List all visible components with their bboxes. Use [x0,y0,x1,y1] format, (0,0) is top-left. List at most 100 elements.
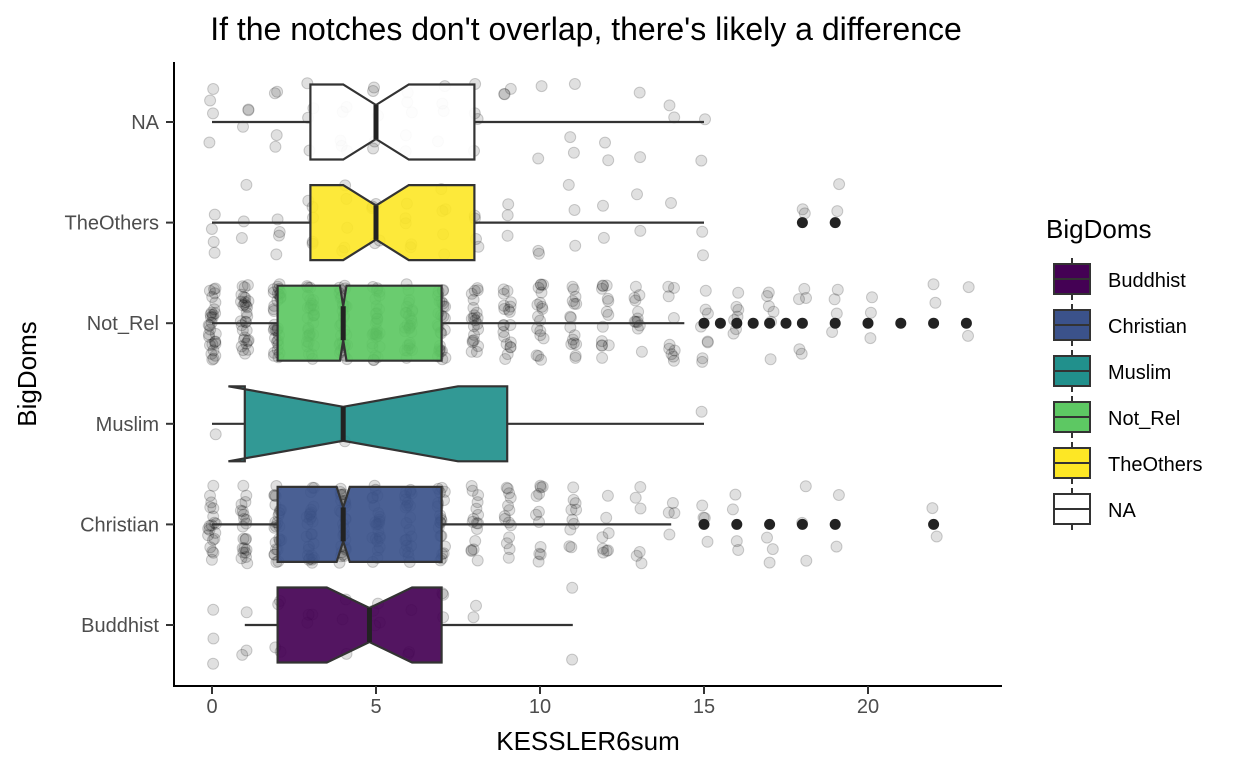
jitter-point [503,487,516,500]
jitter-point [535,278,547,291]
jitter-point [866,291,878,304]
jitter-point [533,516,545,528]
jitter-point [564,523,577,536]
legend-item-na: NA [1053,488,1136,530]
jitter-point [207,83,220,95]
box-body [276,485,443,563]
jitter-point [240,306,253,319]
jitter-point [597,199,609,212]
jitter-point [600,511,613,524]
jitter-point [209,349,222,362]
jitter-point [237,299,250,312]
jitter-point [663,338,676,351]
jitter-point [632,305,645,318]
jitter-point [204,541,217,554]
jitter-point [569,290,582,303]
jitter-point [569,239,582,252]
box-buddhist [244,586,573,664]
jitter-point [470,502,483,515]
jitter-point [270,129,283,142]
y-axis-ticks: Buddhist Christian Muslim Not_Rel TheOthers N… [65,112,174,637]
jitter-point [567,283,580,296]
jitter-point [761,531,773,544]
jitter-point [602,295,615,307]
x-tick-label: 0 [206,696,217,718]
jitter-point [239,546,252,559]
jitter-point [203,136,216,149]
jitter-point [240,644,253,657]
jitter-point [208,287,221,300]
jitter-point [667,312,680,324]
jitter-point [533,547,546,560]
jitter-point [798,282,811,295]
jitter-point [235,552,248,565]
jitter-point [471,496,484,509]
jitter-point [668,344,681,357]
jitter-point [240,543,253,556]
outlier-point [731,518,743,530]
jitter-point [730,535,743,548]
jitter-point [239,533,252,546]
jitter-point [695,405,708,418]
legend-label: Christian [1108,316,1187,338]
jitter-point [600,305,613,318]
jitter-point [732,544,745,556]
jitter-point [568,204,581,216]
outlier-point [829,317,841,329]
jitter-point [699,113,711,126]
outlier-point [747,317,759,329]
jitter-point [472,489,485,502]
jitter-point [532,350,545,362]
jitter-point [663,342,676,355]
jitter-point [237,546,250,559]
jitter-point [663,99,676,112]
jitter-point [468,284,481,297]
jitter-point [793,343,806,356]
jitter-point [662,290,675,303]
box-muslim [212,385,704,463]
jitter-point [832,489,845,501]
jitter-point [537,332,550,345]
jitter-point [498,303,511,315]
jitter-point [696,499,709,512]
jitter-point [570,338,583,351]
jitter-point [240,324,253,337]
jitter-point [532,505,545,518]
jitter-point [962,329,974,342]
box-na [212,83,704,161]
jitter-point [465,287,478,300]
jitter-point [927,278,940,291]
jitter-point [667,354,680,367]
jitter-point [762,300,775,313]
jitter-point [497,326,510,338]
jitter-point [470,345,483,358]
jitter-point [273,229,285,242]
jitter-point [597,231,610,244]
jitter-point [828,293,841,306]
jitter-point [601,489,614,502]
jitter-point [699,303,712,316]
jitter-point [532,244,545,257]
jitter-point [532,281,545,294]
jitter-point [202,328,215,341]
jitter-point [531,298,544,311]
jitter-point [628,291,641,304]
legend-item-theothers: TheOthers [1053,442,1202,484]
outlier-point [796,317,808,329]
jitter-point [207,235,220,248]
jitter-point [566,581,579,594]
jitter-point [563,540,576,553]
jitter-point [502,499,514,512]
jitter-point [500,338,513,351]
jitter-point [241,279,254,292]
outlier-point [796,217,808,229]
jitter-point [564,310,577,323]
jitter-point [237,215,250,228]
jitter-point [596,279,609,292]
jitter-point [631,188,643,201]
jitter-point [240,489,253,502]
jitter-point [241,335,254,348]
jitter-point [236,505,249,518]
jitter-point [203,330,216,343]
jitter-point [467,611,480,624]
